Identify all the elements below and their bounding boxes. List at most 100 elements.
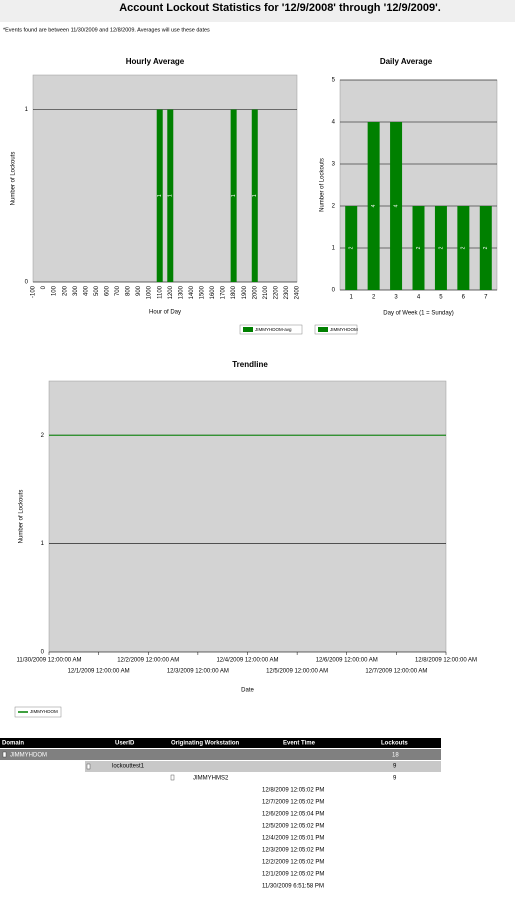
y-axis-label: Number of Lockouts <box>320 158 326 212</box>
x-axis-label: Hour of Day <box>149 310 181 316</box>
x-tick-label: 1400 <box>189 285 195 299</box>
legend-label: JIMMYHDOM-avg <box>255 327 292 332</box>
expand-icon <box>86 763 91 770</box>
x-tick-label: 1200 <box>168 285 174 299</box>
workstation-name: JIMMYHMS2 <box>193 776 229 782</box>
event-time: 12/7/2009 12:05:02 PM <box>262 800 324 806</box>
event-time: 11/30/2009 6:51:58 PM <box>262 884 324 890</box>
y-tick-label: 2 <box>332 204 336 210</box>
y-tick-label: 1 <box>41 541 45 547</box>
x-tick-label: 3 <box>394 295 398 301</box>
bar-value-label: 4 <box>393 204 399 207</box>
x-tick-label: 4 <box>417 295 421 301</box>
event-time: 12/3/2009 12:05:02 PM <box>262 848 324 854</box>
bar-value-label: 2 <box>416 246 422 249</box>
x-axis-label: Date <box>241 688 254 694</box>
event-time: 12/4/2009 12:05:01 PM <box>262 836 324 842</box>
bar-value-label: 1 <box>168 194 174 197</box>
x-tick-label: 0 <box>41 285 47 289</box>
x-tick-label: 7 <box>484 295 488 301</box>
bar-value-label: 2 <box>483 246 489 249</box>
bar-value-label: 4 <box>371 204 377 207</box>
x-tick-label: 1300 <box>178 285 184 299</box>
x-tick-label: 12/3/2009 12:00:00 AM <box>167 669 229 675</box>
legend-box <box>14 706 62 718</box>
x-tick-label: 700 <box>115 285 121 296</box>
bar <box>479 206 492 290</box>
x-tick-label: 1600 <box>210 285 216 299</box>
y-tick-label: 0 <box>41 650 45 656</box>
x-axis-label: Day of Week (1 = Sunday) <box>383 311 453 317</box>
legend-label: JIMMYHDOM <box>330 327 358 332</box>
workstation-lockouts: 9 <box>393 776 397 782</box>
x-tick-label: 12/6/2009 12:00:00 AM <box>316 658 378 664</box>
x-tick-label: 5 <box>439 295 443 301</box>
column-header: Domain <box>2 741 24 747</box>
bar <box>167 109 174 282</box>
x-tick-label: 400 <box>83 285 89 296</box>
plot-area <box>48 380 447 653</box>
bar-value-label: 1 <box>252 194 258 197</box>
x-tick-label: 800 <box>126 285 132 296</box>
title-band <box>0 0 515 22</box>
x-tick-label: 12/2/2009 12:00:00 AM <box>117 658 179 664</box>
y-tick-label: 5 <box>332 78 336 84</box>
x-tick-label: 600 <box>104 285 110 296</box>
x-tick-label: 900 <box>136 285 142 296</box>
bar <box>230 109 237 282</box>
event-time: 12/5/2009 12:05:02 PM <box>262 824 324 830</box>
bar <box>412 206 425 290</box>
x-tick-label: 1800 <box>231 285 237 299</box>
x-tick-label: 12/1/2009 12:00:00 AM <box>68 669 130 675</box>
legend-swatch <box>318 327 328 332</box>
y-tick-label: 4 <box>332 120 336 126</box>
x-tick-label: 100 <box>52 285 58 296</box>
bar <box>390 122 403 290</box>
x-tick-label: 500 <box>94 285 100 296</box>
x-tick-label: 2000 <box>252 285 258 299</box>
bar <box>457 206 470 290</box>
expand-icon <box>170 774 175 781</box>
x-tick-label: 1700 <box>221 285 227 299</box>
x-tick-label: 2300 <box>284 285 290 299</box>
event-time: 12/6/2009 12:05:04 PM <box>262 812 324 818</box>
user-lockouts: 9 <box>393 764 397 770</box>
x-tick-label: 1000 <box>147 285 153 299</box>
table-header <box>0 738 441 748</box>
x-tick-label: 12/8/2009 12:00:00 AM <box>415 658 477 664</box>
legend-swatch <box>243 327 253 332</box>
x-tick-label: 1100 <box>157 285 163 299</box>
x-tick-label: 1500 <box>200 285 206 299</box>
column-header: Event Time <box>283 741 316 747</box>
bar-value-label: 1 <box>157 194 163 197</box>
bar <box>156 109 163 282</box>
y-tick-label: 2 <box>41 433 45 439</box>
y-axis-label: Number of Lockouts <box>19 490 25 544</box>
legend-box <box>314 324 358 335</box>
chart-title: Trendline <box>232 360 268 369</box>
legend-label: JIMMYHDOM <box>30 709 58 714</box>
expand-icon <box>2 751 7 758</box>
x-tick-label: 12/7/2009 12:00:00 AM <box>365 669 427 675</box>
domain-lockouts: 18 <box>392 753 399 759</box>
column-header: Originating Workstation <box>171 741 240 747</box>
chart-title: Daily Average <box>380 57 433 66</box>
y-tick-label: 0 <box>332 288 336 294</box>
chart-title: Hourly Average <box>126 57 185 66</box>
x-tick-label: 2100 <box>263 285 269 299</box>
x-tick-label: 2200 <box>273 285 279 299</box>
x-tick-label: 2 <box>372 295 376 301</box>
x-tick-label: 300 <box>73 285 79 296</box>
user-row <box>85 761 441 772</box>
domain-name: JIMMYHDOM <box>10 753 47 759</box>
y-tick-label: 3 <box>332 162 336 168</box>
x-tick-label: 200 <box>62 285 68 296</box>
legend-box <box>239 324 303 335</box>
bar-value-label: 2 <box>349 246 355 249</box>
event-time: 12/1/2009 12:05:02 PM <box>262 872 324 878</box>
bar <box>367 122 380 290</box>
report-note: *Events found are between 11/30/2009 and… <box>3 27 210 33</box>
column-header: Lockouts <box>381 741 408 747</box>
x-tick-label: 12/4/2009 12:00:00 AM <box>216 658 278 664</box>
